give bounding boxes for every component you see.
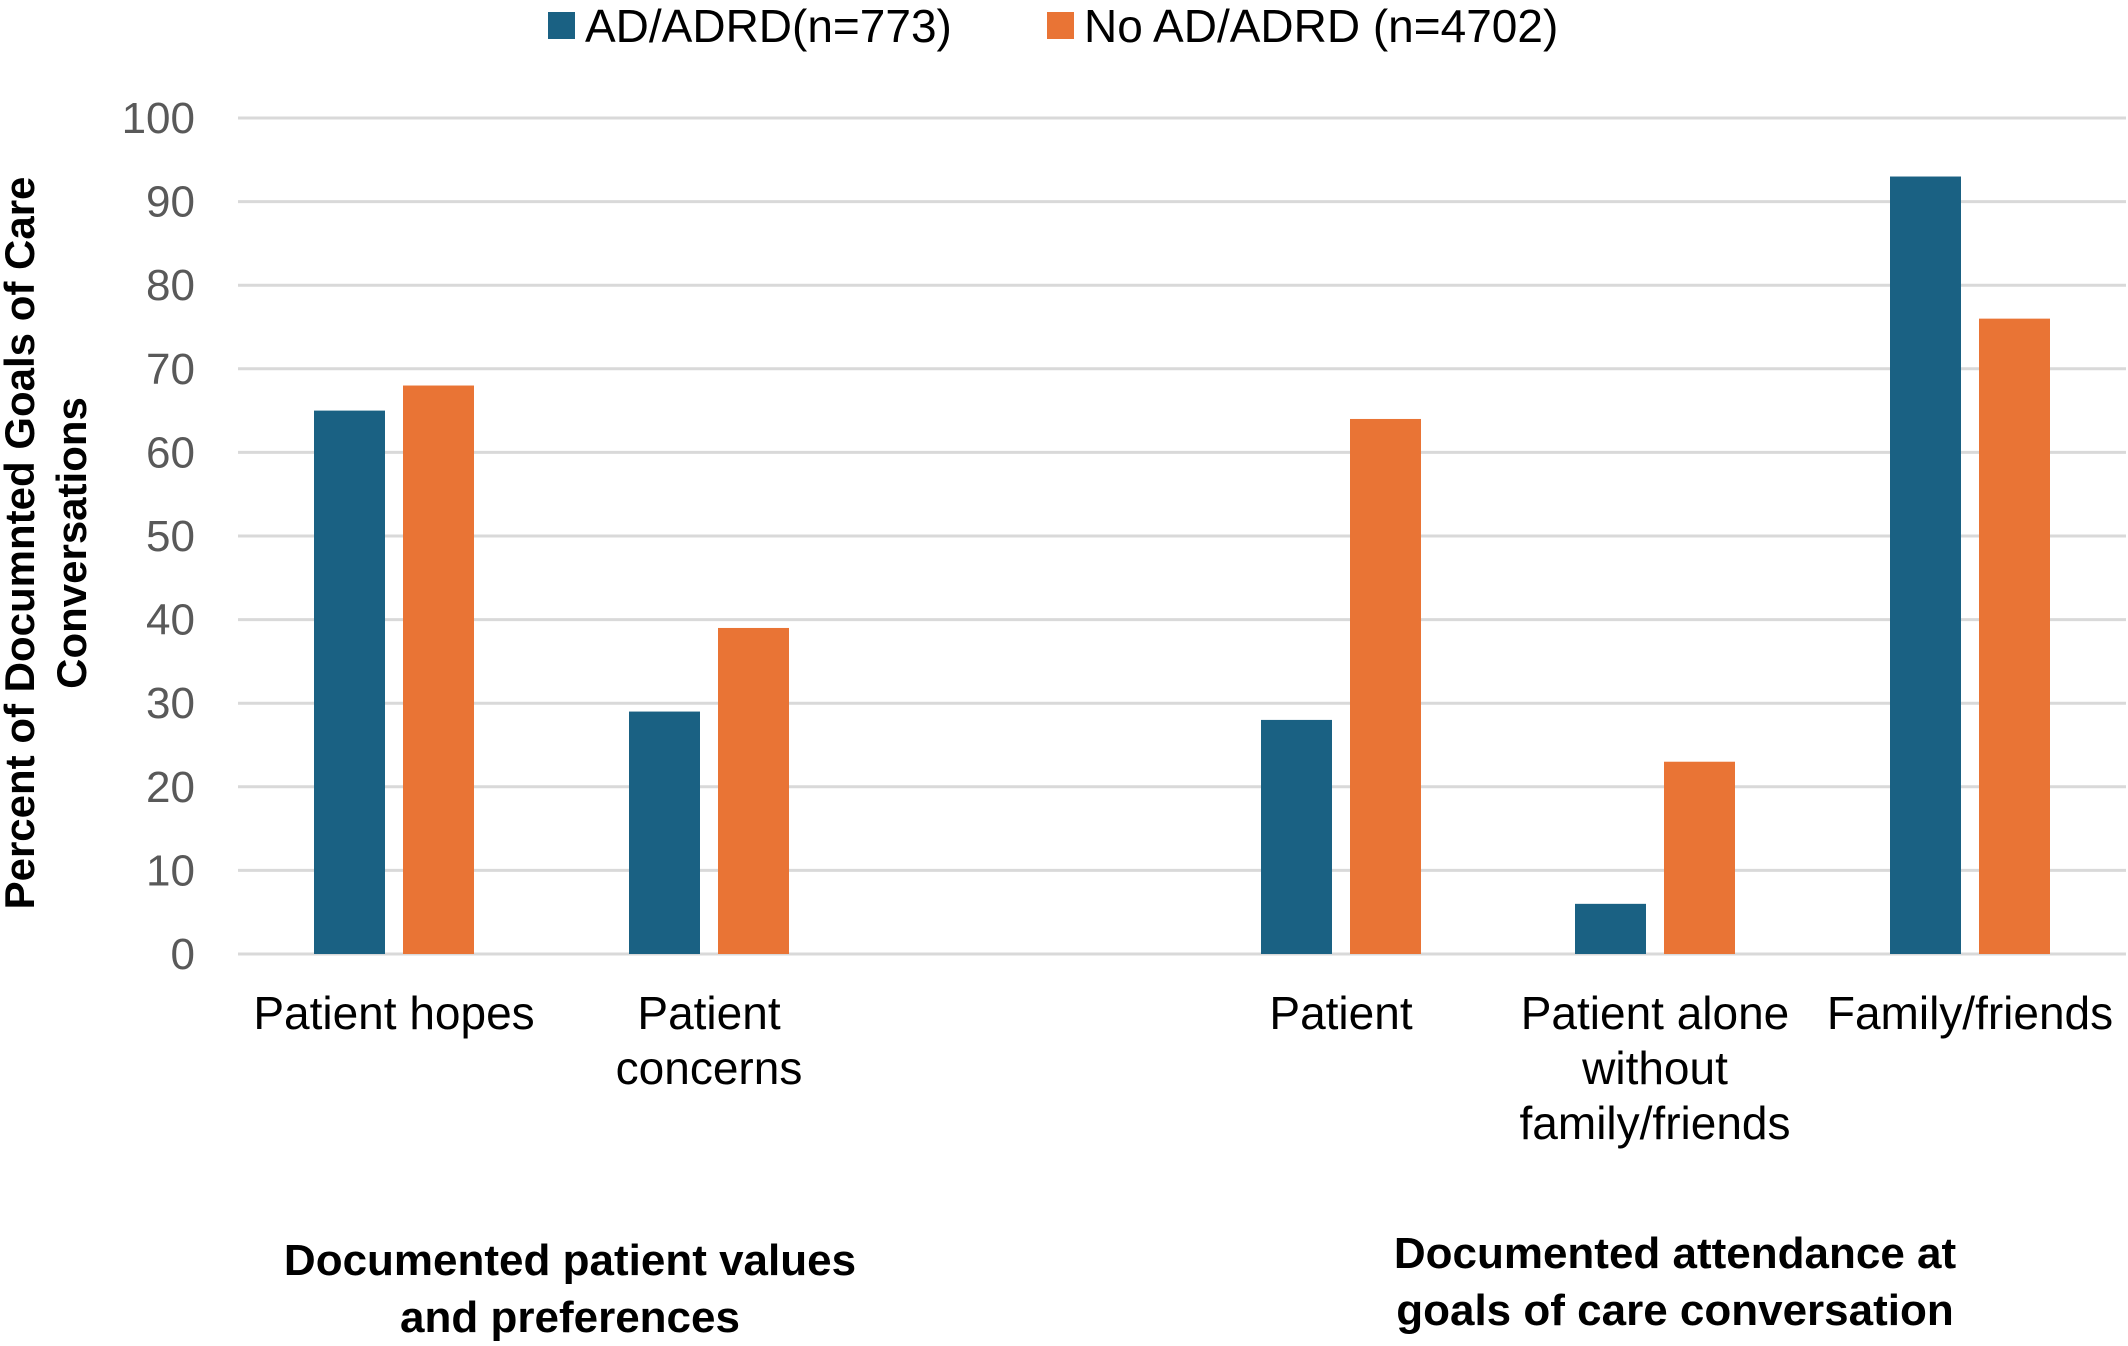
bar-series-1-cat-1	[314, 410, 385, 955]
bar-series-1-cat-4	[1575, 903, 1646, 954]
category-label: Patient concerns	[616, 987, 803, 1094]
y-tick-label: 100	[122, 94, 195, 143]
group-label: Documented attendance at goals of care co…	[1394, 1229, 1957, 1335]
category-label: Patient	[1269, 987, 1412, 1039]
legend-label: AD/ADRD(n=773)	[585, 0, 952, 52]
y-axis-title-text: Percent of Documnted Goals of Care Conver…	[0, 177, 95, 910]
bars	[314, 176, 2050, 955]
bar-series-1-cat-3	[1261, 719, 1332, 954]
y-axis-title: Percent of Documnted Goals of Care Conver…	[0, 177, 95, 910]
legend-swatch	[548, 12, 575, 39]
legend-swatch	[1047, 12, 1074, 39]
category-labels: Patient hopes Patient concerns Patient Patie…	[253, 987, 2113, 1149]
bar-series-2-cat-3	[1350, 418, 1421, 955]
group-label: Documented patient values and preferences	[284, 1236, 856, 1341]
bar-series-1-cat-2	[629, 711, 700, 954]
category-label: Family/friends	[1827, 987, 2113, 1039]
bar-series-2-cat-4	[1664, 761, 1735, 954]
y-tick-label: 70	[146, 345, 195, 394]
y-tick-label: 90	[146, 178, 195, 227]
group-labels: Documented patient values and preferences…	[284, 1229, 1957, 1342]
y-tick-label: 10	[146, 846, 195, 895]
y-tick-label: 20	[146, 763, 195, 812]
y-tick-label: 60	[146, 428, 195, 477]
legend: AD/ADRD(n=773) No AD/ADRD (n=4702)	[548, 0, 1558, 52]
category-label: Patient hopes	[253, 987, 534, 1039]
bar-series-2-cat-5	[1979, 318, 2050, 954]
gridlines	[238, 116, 2126, 956]
y-tick-label: 50	[146, 512, 195, 561]
y-tick-labels: 0 10 20 30 40 50 60 70 80 90 100	[122, 94, 195, 979]
bar-series-1-cat-5	[1890, 176, 1961, 954]
y-tick-label: 40	[146, 596, 195, 645]
legend-label: No AD/ADRD (n=4702)	[1084, 0, 1558, 52]
category-label: Patient alone without family/friends	[1520, 987, 1791, 1149]
y-tick-label: 30	[146, 679, 195, 728]
y-tick-label: 0	[171, 930, 195, 979]
bar-series-2-cat-1	[403, 385, 474, 954]
bar-series-2-cat-2	[718, 627, 789, 954]
y-tick-label: 80	[146, 261, 195, 310]
